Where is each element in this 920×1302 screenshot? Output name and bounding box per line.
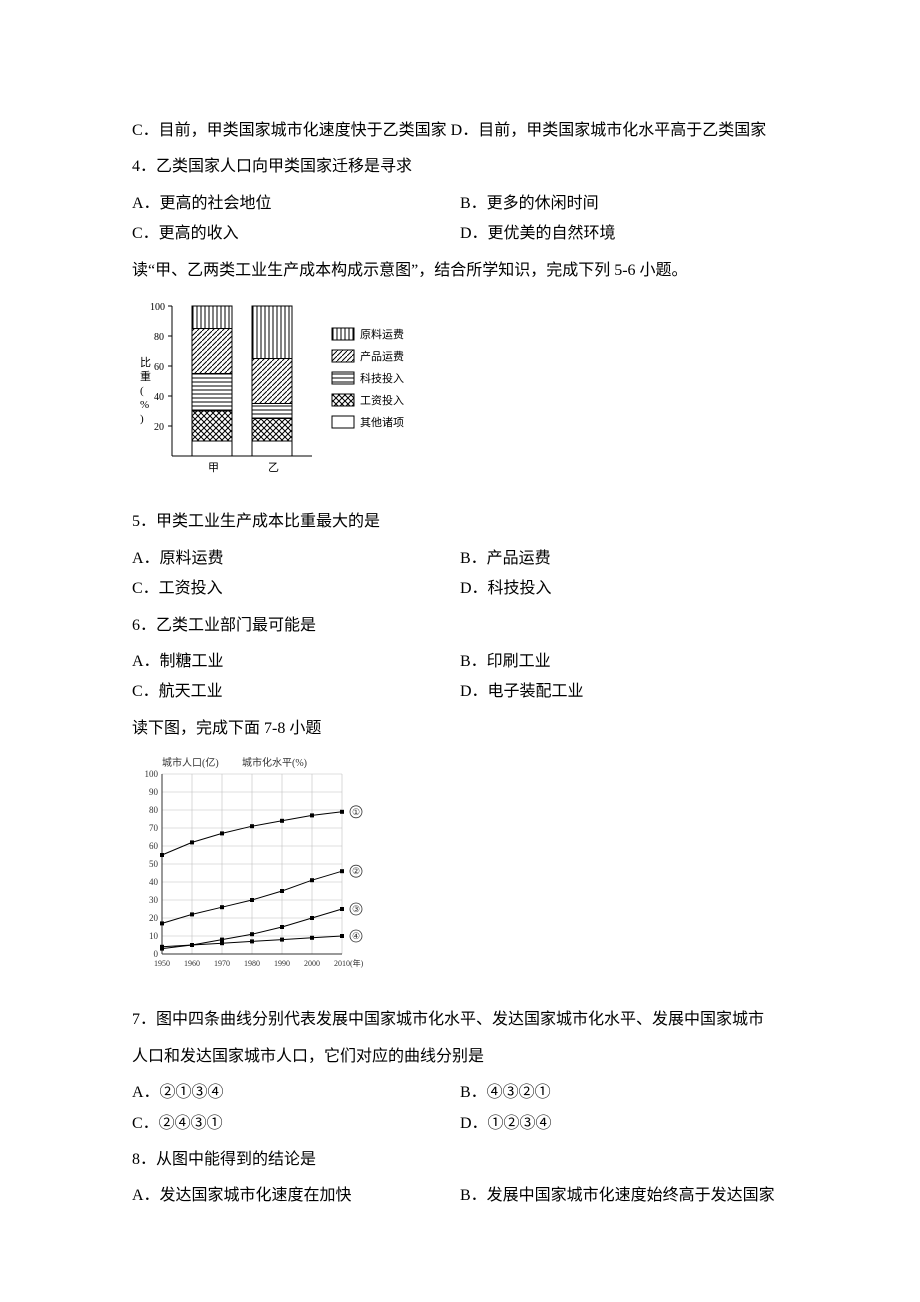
svg-text:城市人口(亿): 城市人口(亿) bbox=[162, 756, 219, 769]
svg-text:②: ② bbox=[352, 866, 360, 876]
chart1-legend: 原料运费 产品运费 科技投入 工资投入 其他诸项 bbox=[332, 327, 404, 429]
chart1-yticks: 20 40 60 80 100 bbox=[150, 302, 172, 433]
q4-opt-c: C．更高的收入 bbox=[132, 219, 460, 249]
chart1-xlabel-yi: 乙 bbox=[268, 461, 279, 474]
q7-opt-a: A．②①③④ bbox=[132, 1078, 460, 1108]
q7-opt-c: C．②④③① bbox=[132, 1109, 460, 1139]
chart1-xlabel-jia: 甲 bbox=[208, 462, 219, 474]
svg-text:(年): (年) bbox=[350, 958, 364, 968]
svg-text:工资投入: 工资投入 bbox=[360, 393, 404, 407]
svg-text:80: 80 bbox=[154, 332, 164, 343]
q4-opt-a: A．更高的社会地位 bbox=[132, 189, 460, 219]
svg-text:1980: 1980 bbox=[244, 959, 260, 968]
q5-opt-a: A．原料运费 bbox=[132, 544, 460, 574]
svg-text:10: 10 bbox=[149, 931, 159, 941]
q6-opt-c: C．航天工业 bbox=[132, 677, 460, 707]
chart1-ylabel1: 比 bbox=[140, 356, 151, 369]
svg-text:1960: 1960 bbox=[184, 959, 200, 968]
q5-row-cd: C．工资投入 D．科技投入 bbox=[132, 574, 788, 604]
q6-opt-a: A．制糖工业 bbox=[132, 647, 460, 677]
svg-text:产品运费: 产品运费 bbox=[360, 349, 404, 363]
svg-text:原料运费: 原料运费 bbox=[360, 327, 404, 341]
q8-row-ab: A．发达国家城市化速度在加快 B．发展中国家城市化速度始终高于发达国家 bbox=[132, 1181, 788, 1211]
chart1-stacked-bar: 比 重 ( % ) 20 40 60 80 100 bbox=[132, 296, 788, 497]
q4-opt-d: D．更优美的自然环境 bbox=[460, 219, 788, 249]
svg-text:其他诸项: 其他诸项 bbox=[360, 416, 404, 429]
svg-text:20: 20 bbox=[149, 913, 159, 923]
q5-stem: 5．甲类工业生产成本比重最大的是 bbox=[132, 507, 788, 537]
svg-text:1990: 1990 bbox=[274, 959, 290, 968]
svg-text:0: 0 bbox=[154, 949, 159, 959]
chart2-intro: 读下图，完成下面 7-8 小题 bbox=[132, 714, 788, 744]
q5-opt-d: D．科技投入 bbox=[460, 574, 788, 604]
q6-opt-b: B．印刷工业 bbox=[460, 647, 788, 677]
q5-opt-b: B．产品运费 bbox=[460, 544, 788, 574]
svg-text:③: ③ bbox=[352, 904, 360, 914]
q7-opt-b: B．④③②① bbox=[460, 1078, 788, 1108]
q8-opt-a: A．发达国家城市化速度在加快 bbox=[132, 1181, 460, 1211]
q6-row-cd: C．航天工业 D．电子装配工业 bbox=[132, 677, 788, 707]
svg-text:2010: 2010 bbox=[334, 959, 350, 968]
chart1-ylabel5: ) bbox=[140, 413, 144, 425]
svg-text:100: 100 bbox=[150, 302, 165, 313]
svg-text:20: 20 bbox=[154, 422, 164, 433]
exam-page: C．目前，甲类国家城市化速度快于乙类国家 D．目前，甲类国家城市化水平高于乙类国… bbox=[0, 0, 920, 1302]
q3-options-cd: C．目前，甲类国家城市化速度快于乙类国家 D．目前，甲类国家城市化水平高于乙类国… bbox=[132, 116, 788, 146]
q7-stem1: 7．图中四条曲线分别代表发展中国家城市化水平、发达国家城市化水平、发展中国家城市 bbox=[132, 1005, 788, 1035]
svg-text:1970: 1970 bbox=[214, 959, 230, 968]
svg-text:40: 40 bbox=[154, 392, 164, 403]
svg-text:城市化水平(%): 城市化水平(%) bbox=[242, 756, 307, 769]
q6-stem: 6．乙类工业部门最可能是 bbox=[132, 611, 788, 641]
q4-row-ab: A．更高的社会地位 B．更多的休闲时间 bbox=[132, 189, 788, 219]
svg-text:2000: 2000 bbox=[304, 959, 320, 968]
chart1-ylabel3: ( bbox=[140, 385, 144, 397]
svg-text:40: 40 bbox=[149, 877, 159, 887]
q7-row-cd: C．②④③① D．①②③④ bbox=[132, 1109, 788, 1139]
chart1-bar-yi bbox=[252, 306, 292, 456]
q5-row-ab: A．原料运费 B．产品运费 bbox=[132, 544, 788, 574]
q4-opt-b: B．更多的休闲时间 bbox=[460, 189, 788, 219]
svg-text:1950: 1950 bbox=[154, 959, 170, 968]
chart1-ylabel4: % bbox=[140, 399, 149, 411]
q7-stem2: 人口和发达国家城市人口，它们对应的曲线分别是 bbox=[132, 1042, 788, 1072]
chart1-ylabel2: 重 bbox=[140, 369, 151, 383]
q8-stem: 8．从图中能得到的结论是 bbox=[132, 1145, 788, 1175]
q7-row-ab: A．②①③④ B．④③②① bbox=[132, 1078, 788, 1108]
svg-text:60: 60 bbox=[154, 362, 164, 373]
svg-text:科技投入: 科技投入 bbox=[360, 371, 404, 385]
q6-opt-d: D．电子装配工业 bbox=[460, 677, 788, 707]
q6-row-ab: A．制糖工业 B．印刷工业 bbox=[132, 647, 788, 677]
q4-stem: 4．乙类国家人口向甲类国家迁移是寻求 bbox=[132, 152, 788, 182]
chart2-line: 城市人口(亿) 城市化水平(%) 0 10 20 30 40 50 60 70 80 90 100 195… bbox=[132, 754, 788, 995]
chart1-bar-jia bbox=[192, 306, 232, 456]
svg-text:50: 50 bbox=[149, 859, 159, 869]
chart1-intro: 读“甲、乙两类工业生产成本构成示意图”，结合所学知识，完成下列 5-6 小题。 bbox=[132, 256, 788, 286]
svg-text:90: 90 bbox=[149, 787, 159, 797]
svg-text:①: ① bbox=[352, 807, 360, 817]
svg-text:80: 80 bbox=[149, 805, 159, 815]
svg-text:70: 70 bbox=[149, 823, 159, 833]
svg-text:④: ④ bbox=[352, 931, 360, 941]
svg-text:30: 30 bbox=[149, 895, 159, 905]
q4-row-cd: C．更高的收入 D．更优美的自然环境 bbox=[132, 219, 788, 249]
svg-text:100: 100 bbox=[145, 769, 159, 779]
svg-text:60: 60 bbox=[149, 841, 159, 851]
q8-opt-b: B．发展中国家城市化速度始终高于发达国家 bbox=[460, 1181, 788, 1211]
q5-opt-c: C．工资投入 bbox=[132, 574, 460, 604]
q7-opt-d: D．①②③④ bbox=[460, 1109, 788, 1139]
